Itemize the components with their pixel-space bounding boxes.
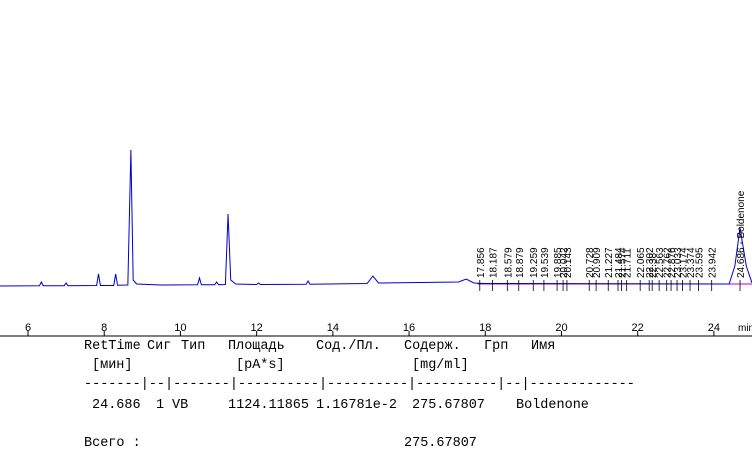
- cell: 275.67807: [412, 398, 485, 413]
- peak-label: 17.856: [476, 247, 487, 278]
- peak-label: 23.595: [694, 247, 705, 278]
- col-header: Площадь: [228, 339, 285, 354]
- peak-label: 20.042: [559, 247, 570, 278]
- x-tick-label: 10: [174, 322, 186, 334]
- x-axis-label: min: [738, 323, 752, 334]
- chromatogram: 17.856 18.187 18.579 18.879 19.259 19.539 19.8…: [0, 149, 752, 337]
- peak-label: 20.909: [592, 247, 603, 278]
- peak-label: 22.065: [636, 247, 647, 278]
- col-header: Тип: [181, 339, 206, 354]
- peak-label: 19.885: [553, 247, 564, 278]
- col-header: Грп: [484, 339, 509, 354]
- peak-label: 22.38: [648, 253, 659, 278]
- peak-label: 20.728: [585, 247, 596, 278]
- peak-label: 23.374: [686, 247, 697, 278]
- x-tick-label: 12: [251, 322, 263, 334]
- x-tick-label: 18: [479, 322, 491, 334]
- peak-label: 21.484: [614, 247, 625, 278]
- cell: VB: [172, 398, 189, 413]
- col-header: Сод./Пл.: [316, 339, 381, 354]
- x-tick-label: 6: [25, 322, 31, 334]
- peak-label: 19.259: [529, 247, 540, 278]
- unit: [pA*s]: [236, 358, 285, 373]
- col-header: Имя: [531, 339, 556, 354]
- x-tick-label: 8: [101, 322, 107, 334]
- trace: [0, 149, 752, 287]
- peak-label: 22.302: [645, 247, 656, 278]
- peak-label: 22.563: [655, 247, 666, 278]
- separator: -------|--|-------|----------|----------…: [84, 377, 635, 392]
- peak-label: 21.574: [617, 247, 628, 278]
- col-header: Сиг: [147, 339, 172, 354]
- peak-label: 22.762: [663, 247, 674, 278]
- peak-label: 18.579: [503, 247, 514, 278]
- peak-label: 21.711: [623, 248, 634, 278]
- peak-label: 20.143: [563, 247, 574, 278]
- peak-label: 21.227: [604, 247, 615, 278]
- cell: Boldenone: [516, 398, 589, 413]
- peak-label: 19.539: [540, 247, 551, 278]
- unit: [мин]: [92, 358, 133, 373]
- peak-label: 22.876: [667, 247, 678, 278]
- x-tick-label: 16: [403, 322, 415, 334]
- peak-label: 18.187: [488, 247, 499, 278]
- cell: 1124.11865: [228, 398, 310, 413]
- x-tick-label: 14: [327, 322, 339, 334]
- total-label: Всего :: [84, 436, 141, 451]
- col-header: RetTime: [84, 339, 141, 354]
- unit: [mg/ml]: [412, 358, 469, 373]
- peak-label: 24.686 - Boldenone: [736, 190, 747, 278]
- cell: 1.16781e-2: [316, 398, 398, 413]
- peak-label: 18.879: [515, 247, 526, 278]
- peak-label: 23.942: [708, 247, 719, 278]
- col-header: Содерж.: [404, 339, 461, 354]
- total-value: 275.67807: [404, 436, 477, 451]
- peak-label: 23.174: [678, 247, 689, 278]
- cell: 24.686: [92, 398, 141, 413]
- x-tick-label: 20: [555, 322, 567, 334]
- cell: 1: [156, 398, 165, 413]
- peak-label: 23.033: [673, 247, 684, 278]
- x-tick-label: 22: [632, 322, 644, 334]
- x-tick-label: 24: [708, 322, 720, 334]
